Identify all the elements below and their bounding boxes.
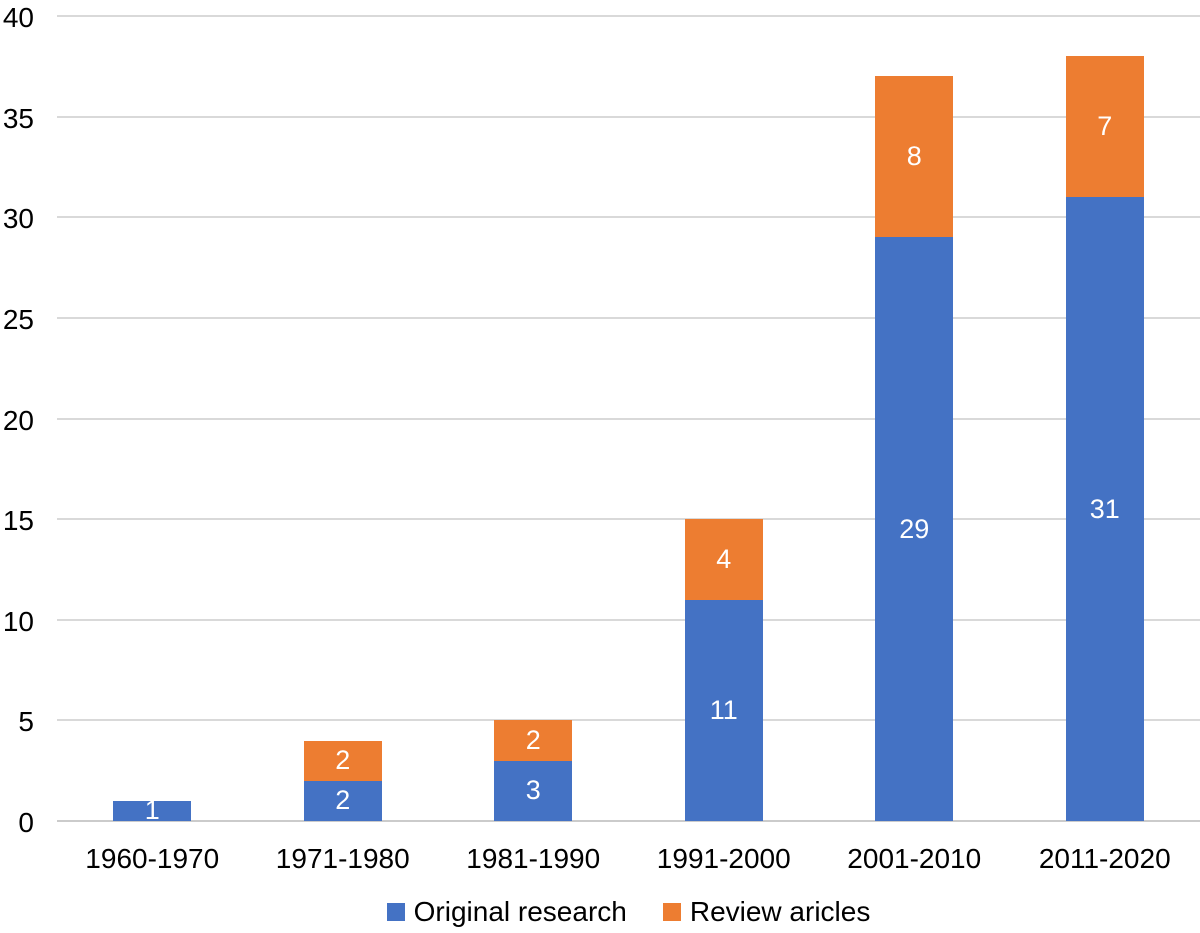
bar-value-label: 4 — [716, 543, 732, 574]
bar-value-label: 2 — [335, 745, 351, 776]
y-axis-tick-label: 25 — [2, 303, 34, 335]
bar-segment-original-research: 31 — [1065, 197, 1144, 821]
y-axis-tick-label: 5 — [18, 706, 34, 738]
x-axis-category-label: 2011-2020 — [1038, 843, 1171, 874]
bar-segment-original-research: 11 — [684, 599, 763, 821]
legend-label: Original research — [413, 896, 627, 927]
y-gridline — [57, 518, 1200, 521]
y-axis-tick-label: 0 — [18, 807, 34, 838]
y-axis-tick-label: 20 — [2, 404, 34, 436]
y-gridline — [57, 15, 1200, 17]
legend-item-review-aricles: Review aricles — [662, 896, 871, 927]
bar-value-label: 2 — [335, 785, 351, 816]
bar-value-label: 8 — [906, 141, 922, 172]
bar-segment-review-aricles: 2 — [303, 740, 382, 781]
legend-item-original-research: Original research — [386, 896, 627, 927]
legend-color-swatch-icon — [386, 903, 405, 921]
bar-segment-review-aricles: 4 — [684, 519, 763, 600]
bar-segment-original-research: 3 — [494, 760, 573, 821]
bar-value-label: 31 — [1089, 493, 1120, 524]
y-gridline — [57, 115, 1200, 118]
y-gridline — [57, 316, 1200, 319]
y-gridline — [57, 417, 1200, 420]
x-axis-category-label: 1981-1990 — [466, 843, 601, 874]
bar-value-label: 1 — [144, 795, 160, 826]
y-gridline — [57, 618, 1200, 621]
bar-segment-review-aricles: 2 — [494, 720, 573, 761]
y-axis-tick-label: 40 — [2, 2, 34, 33]
x-axis-category-label: 1971-1980 — [275, 843, 410, 874]
bar-value-label: 7 — [1097, 111, 1113, 142]
x-axis-line — [57, 820, 1200, 822]
x-axis-category-label: 1991-2000 — [656, 843, 791, 874]
x-axis-category-label: 1960-1970 — [85, 843, 220, 874]
y-gridline — [57, 719, 1200, 722]
x-axis-category-label: 2001-2010 — [847, 843, 982, 874]
bar-segment-review-aricles: 7 — [1065, 56, 1144, 198]
bar-value-label: 2 — [525, 725, 541, 755]
bar-segment-original-research: 1 — [113, 797, 192, 824]
y-gridline — [57, 216, 1200, 219]
chart-legend: Original research Review aricles — [57, 898, 1200, 926]
bar-segment-original-research: 2 — [303, 780, 382, 821]
bar-value-label: 3 — [525, 775, 541, 806]
y-axis-tick-label: 15 — [2, 505, 34, 537]
y-axis-tick-label: 10 — [2, 605, 34, 637]
legend-label: Review aricles — [689, 896, 871, 927]
y-axis-tick-label: 35 — [2, 102, 34, 134]
legend-color-swatch-icon — [662, 903, 681, 921]
bar-segment-review-aricles: 8 — [875, 76, 954, 238]
bar-value-label: 29 — [899, 513, 930, 544]
bar-value-label: 11 — [709, 694, 738, 725]
bar-segment-original-research: 29 — [875, 237, 954, 821]
y-axis-tick-label: 30 — [2, 203, 34, 235]
